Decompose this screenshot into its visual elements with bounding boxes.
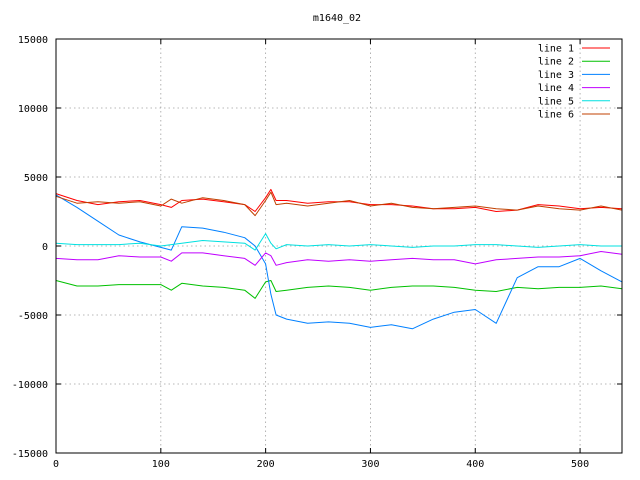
plot-frame bbox=[55, 38, 623, 454]
legend-label: line 2 bbox=[538, 57, 574, 68]
legend-label: line 6 bbox=[538, 110, 574, 121]
legend: line 1 line 2 line 3 line 4 line 5 line 6 bbox=[538, 44, 610, 121]
series-line-4 bbox=[55, 251, 623, 266]
y-tick-label: 10000 bbox=[18, 104, 48, 115]
y-tick-label: -15000 bbox=[12, 449, 48, 460]
x-tick-label: 200 bbox=[257, 459, 275, 470]
y-tick-label: -5000 bbox=[18, 311, 48, 322]
series-line-6 bbox=[55, 191, 623, 217]
y-tick-label: -10000 bbox=[12, 380, 48, 391]
x-tick-label: 500 bbox=[571, 459, 589, 470]
legend-label: line 4 bbox=[538, 83, 574, 94]
y-tick-label: 15000 bbox=[18, 35, 48, 46]
x-tick-label: 0 bbox=[53, 459, 59, 470]
series-line-3 bbox=[55, 194, 623, 330]
y-tick-label: 5000 bbox=[24, 173, 48, 184]
series-line-2 bbox=[55, 280, 623, 299]
legend-label: line 3 bbox=[538, 70, 574, 81]
x-tick-label: 100 bbox=[152, 459, 170, 470]
series-layer bbox=[55, 188, 623, 330]
series-line-5 bbox=[55, 233, 622, 251]
series-line-1 bbox=[55, 188, 623, 212]
legend-label: line 1 bbox=[538, 44, 574, 55]
legend-label: line 5 bbox=[538, 96, 574, 107]
x-tick-label: 400 bbox=[466, 459, 484, 470]
y-tick-label: 0 bbox=[42, 242, 48, 253]
tick-layer: 0 100 200 300 400 500 -15000 -10000 -5000 0 5000 10… bbox=[12, 35, 622, 470]
chart-title: m1640_02 bbox=[313, 13, 361, 24]
x-tick-label: 300 bbox=[361, 459, 379, 470]
